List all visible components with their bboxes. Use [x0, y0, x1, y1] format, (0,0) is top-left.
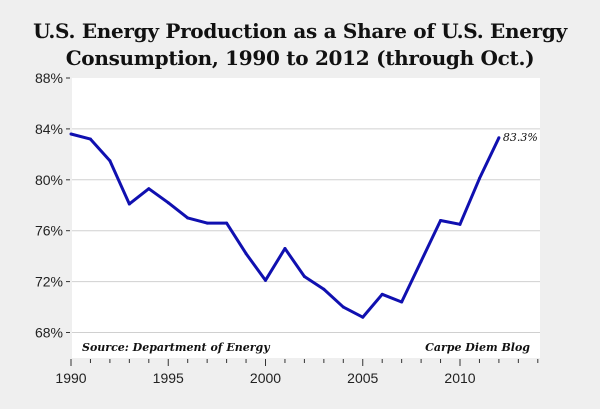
data-point	[400, 300, 404, 304]
data-point	[419, 259, 423, 263]
x-tick-label: 2010	[444, 370, 475, 386]
y-tick-label: 88%	[35, 70, 63, 86]
chart-title-line2: Consumption, 1990 to 2012 (through Oct.)	[65, 46, 535, 70]
data-point	[244, 252, 248, 256]
credit-note: Carpe Diem Blog	[425, 341, 530, 354]
data-point	[302, 275, 306, 279]
data-point	[283, 247, 287, 251]
data-point	[477, 177, 481, 181]
y-tick-label: 68%	[35, 325, 63, 341]
data-point	[322, 287, 326, 291]
data-point	[341, 305, 345, 309]
data-point	[458, 222, 462, 226]
plot-area	[72, 78, 540, 358]
chart-title: U.S. Energy Production as a Share of U.S…	[0, 18, 600, 72]
x-tick-label: 1990	[55, 370, 86, 386]
x-tick-label: 2000	[250, 370, 281, 386]
x-tick-label: 2005	[347, 370, 378, 386]
y-tick-label: 80%	[35, 172, 63, 188]
data-point	[225, 221, 229, 225]
y-tick-label: 84%	[35, 121, 63, 137]
x-tick-label: 1995	[153, 370, 184, 386]
y-tick-label: 76%	[35, 223, 63, 239]
data-point	[497, 136, 501, 140]
data-point	[264, 278, 267, 282]
data-point	[439, 219, 443, 223]
data-point	[361, 315, 365, 319]
data-point	[69, 132, 73, 136]
data-point	[205, 221, 209, 225]
source-note: Source: Department of Energy	[82, 341, 271, 354]
data-point	[88, 137, 92, 141]
data-point	[380, 292, 384, 296]
chart-title-line1: U.S. Energy Production as a Share of U.S…	[33, 19, 567, 43]
y-tick-label: 72%	[35, 274, 63, 290]
data-point	[186, 216, 190, 220]
data-point	[108, 159, 112, 163]
data-label-last: 83.3%	[503, 131, 538, 144]
data-point	[147, 187, 151, 191]
data-point	[166, 201, 170, 205]
data-point	[127, 202, 131, 206]
